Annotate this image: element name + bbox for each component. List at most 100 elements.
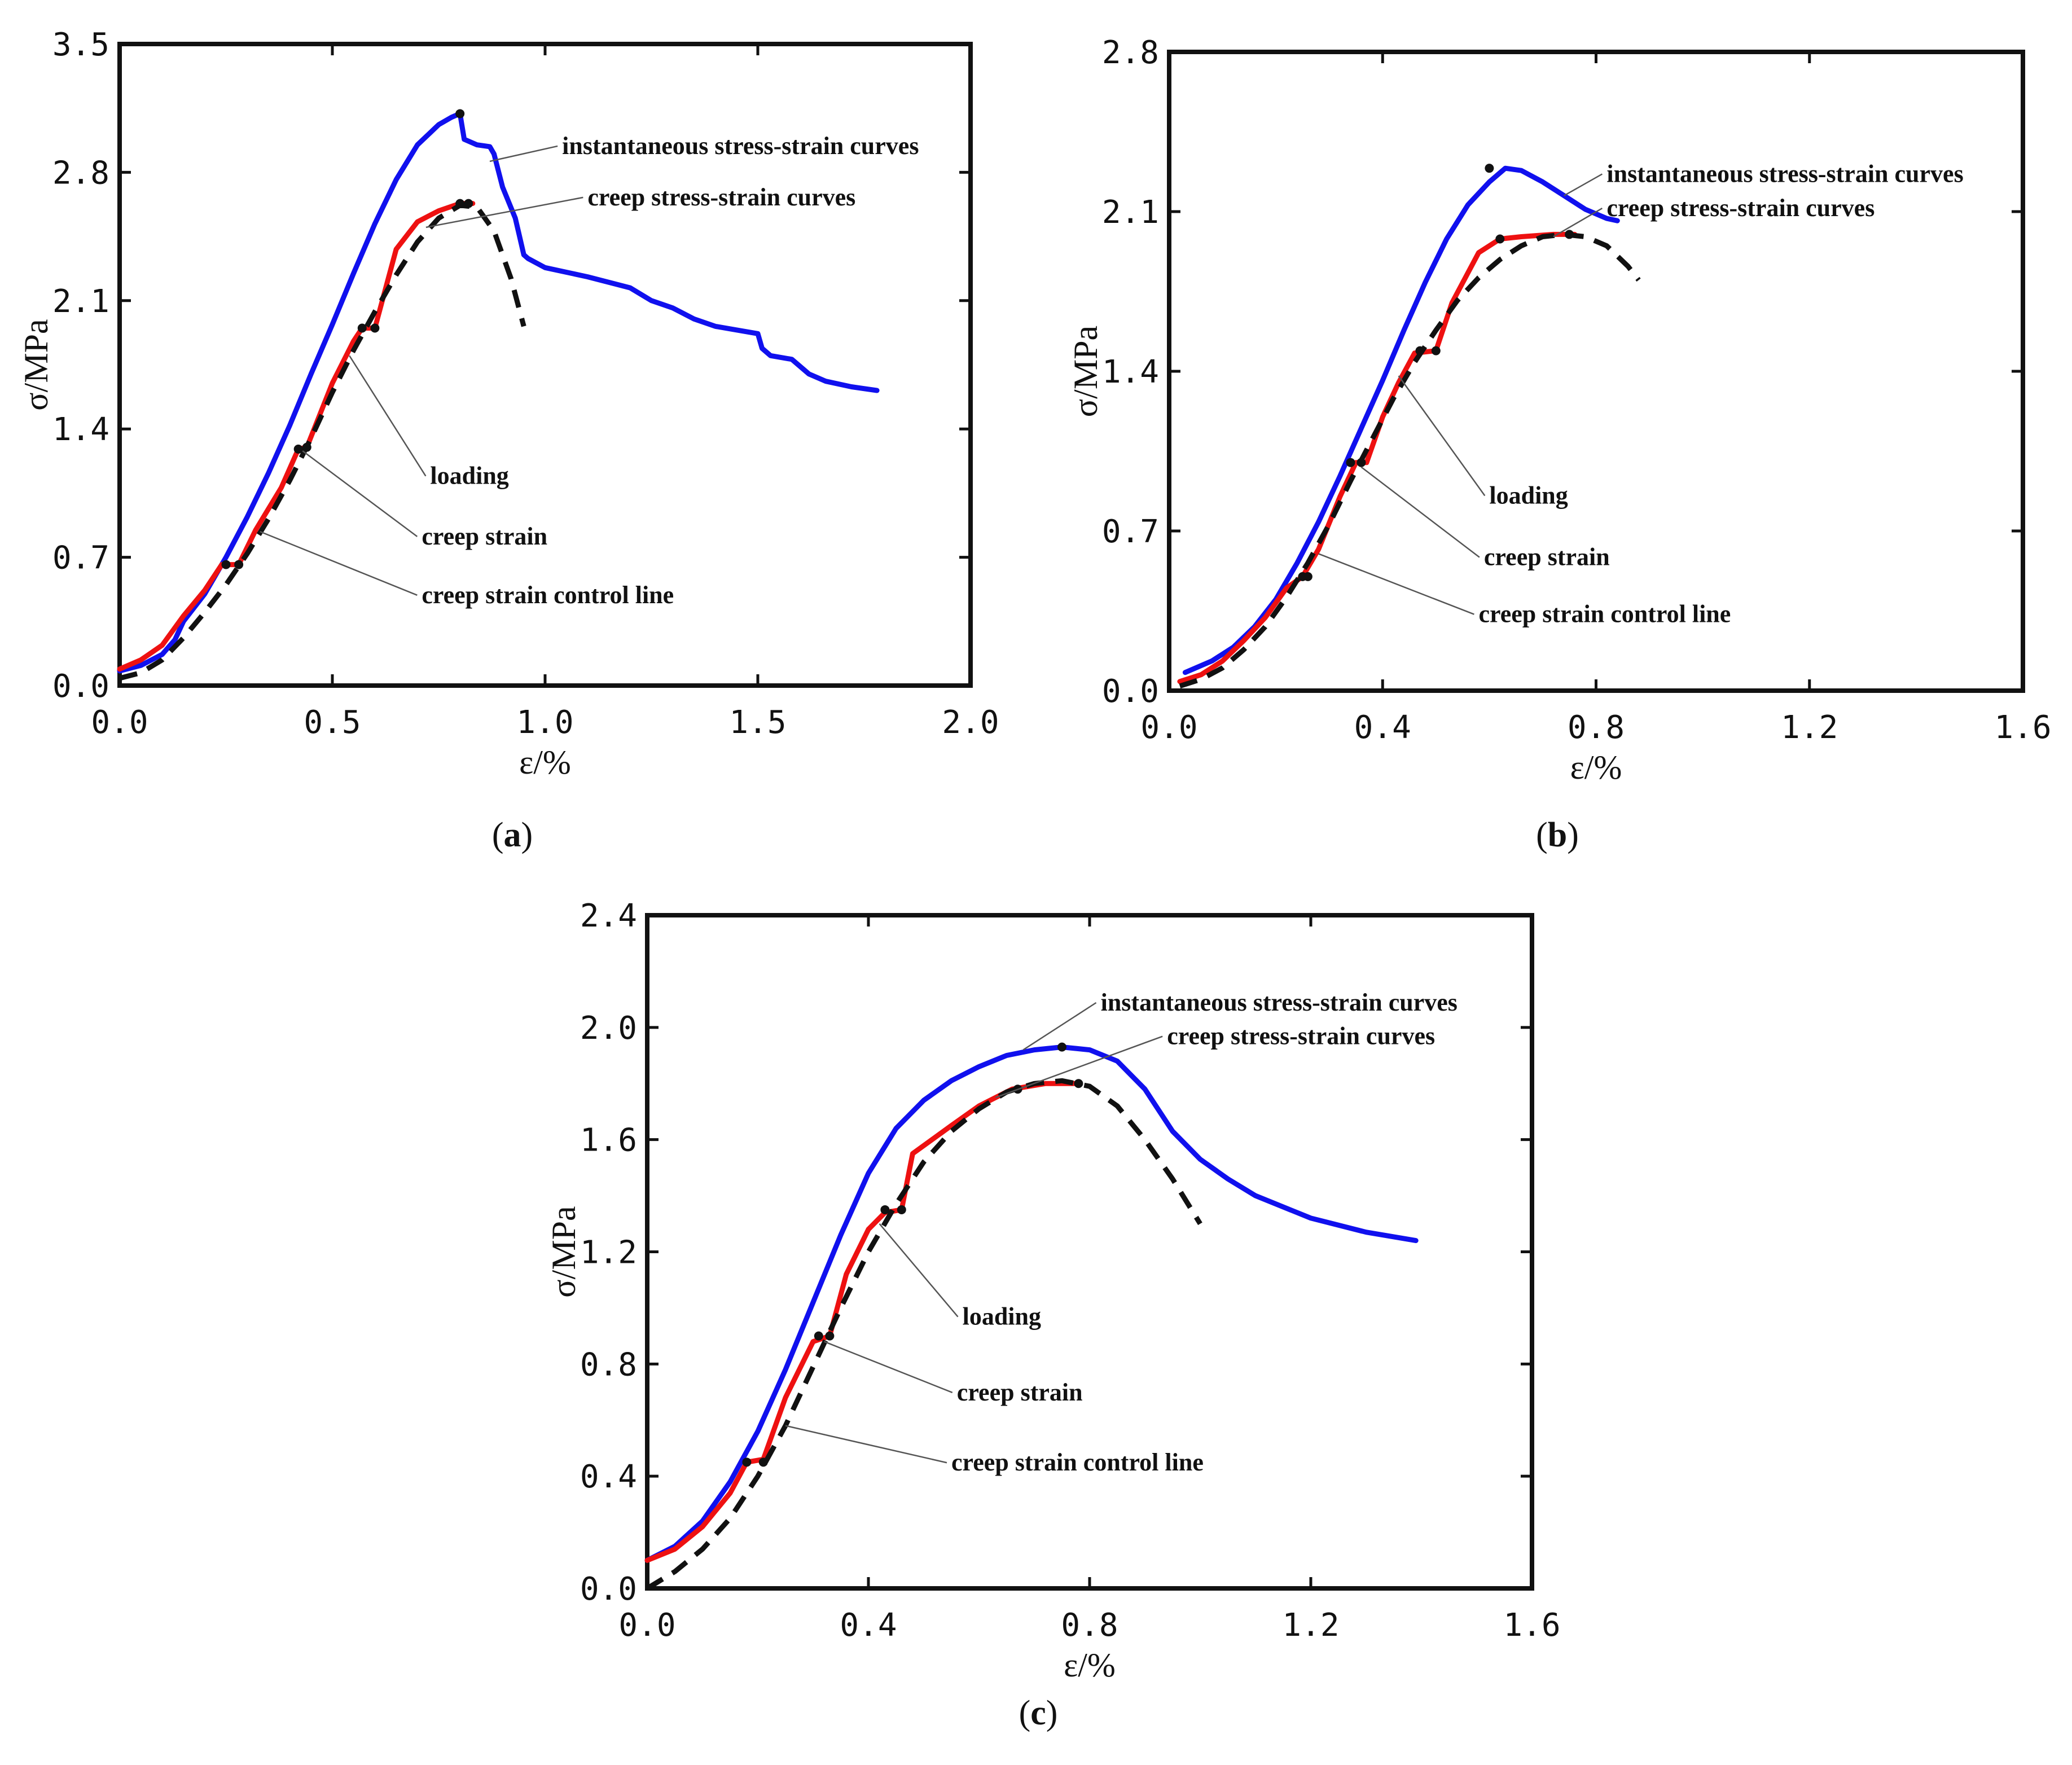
data-point-marker: [1565, 230, 1574, 239]
x-tick-label: 0.8: [1568, 709, 1625, 746]
annotation-label: loading: [1489, 481, 1568, 509]
annotation-leader-line: [1022, 1002, 1097, 1051]
annotation-label: creep strain: [1484, 543, 1610, 571]
panel-letter: c: [1030, 1694, 1046, 1732]
y-tick-label: 2.1: [1102, 194, 1159, 231]
y-tick-label: 2.4: [580, 898, 637, 934]
data-point-marker: [1495, 234, 1505, 244]
x-tick-label: 0.0: [618, 1607, 675, 1644]
x-tick-label: 1.0: [516, 704, 573, 741]
x-tick-label: 1.5: [729, 704, 786, 741]
series-line-creep-stress-strain-curves: [117, 201, 476, 672]
data-point-marker: [1415, 346, 1425, 355]
y-tick-label: 2.8: [52, 155, 109, 191]
panel-label: (a): [492, 816, 533, 854]
y-tick-label: 0.0: [580, 1571, 637, 1608]
panel-label: (b): [1536, 816, 1579, 854]
data-point-marker: [880, 1205, 890, 1214]
data-point-marker: [455, 109, 465, 118]
x-tick-label: 1.6: [1994, 709, 2051, 746]
data-point-marker: [1431, 346, 1441, 355]
annotation-leader-line: [1553, 208, 1603, 238]
annotation-label: loading: [963, 1303, 1041, 1331]
y-tick-label: 1.4: [1102, 354, 1159, 390]
y-axis-label: σ/MPa: [17, 319, 55, 410]
annotation-label: instantaneous stress-strain curves: [1101, 989, 1458, 1016]
data-point-marker: [1485, 164, 1494, 173]
annotation-label: creep strain control line: [1478, 600, 1731, 628]
data-point-marker: [221, 560, 231, 569]
annotation-label: creep strain: [957, 1378, 1083, 1406]
data-point-marker: [1057, 1042, 1066, 1052]
data-point-marker: [357, 323, 367, 333]
data-point-marker: [758, 1457, 768, 1467]
panel-letter: a: [504, 816, 521, 854]
annotation-leader-line: [995, 1035, 1163, 1099]
data-point-marker: [742, 1457, 752, 1467]
series-line-instantaneous-stress-strain-curves: [644, 1044, 1419, 1563]
x-tick-label: 1.2: [1282, 1607, 1339, 1644]
annotation-leader-line: [824, 1341, 953, 1394]
x-tick-label: 0.5: [304, 704, 361, 741]
y-tick-label: 2.8: [1102, 34, 1159, 71]
series-line-creep-stress-strain-curves: [1177, 231, 1578, 684]
annotation-label: instantaneous stress-strain curves: [562, 132, 919, 160]
plot-frame: [1167, 50, 2025, 693]
data-point-marker: [370, 323, 380, 333]
annotation-label: creep stress-strain curves: [1167, 1022, 1435, 1050]
y-tick-label: 0.4: [580, 1459, 637, 1495]
annotation-leader-line: [302, 450, 418, 537]
annotation-leader-line: [489, 145, 558, 163]
data-point-marker: [897, 1205, 906, 1214]
data-point-marker: [1074, 1079, 1083, 1088]
y-tick-label: 1.2: [580, 1235, 637, 1271]
chart-panel-a: 0.0 0.5 1.0 1.5 2.0 0.0 0.7 1.4 2.1 2.8 3.5 ε/% σ/MP…: [17, 27, 999, 854]
x-axis-label: ε/%: [519, 744, 571, 781]
annotation-leader-line: [785, 1425, 947, 1464]
data-point-marker: [455, 199, 465, 208]
y-tick-label: 0.8: [580, 1346, 637, 1383]
annotation-label: creep stress-strain curves: [1606, 194, 1875, 222]
x-tick-label: 0.4: [1354, 709, 1411, 746]
data-point-marker: [293, 444, 303, 454]
annotation-label: creep strain: [422, 523, 547, 550]
x-tick-label: 0.4: [840, 1607, 897, 1644]
chart-panel-c: 0.0 0.4 0.8 1.2 1.6 0.0 0.4 0.8 1.2 1.6 2.0 2.4 ε/% σ…: [545, 898, 1561, 1732]
chart-panel-b: 0.0 0.4 0.8 1.2 1.6 0.0 0.7 1.4 2.1 2.8 ε/% σ/MPa in…: [1067, 34, 2052, 854]
data-point-marker: [302, 442, 311, 452]
data-point-marker: [1346, 458, 1355, 467]
annotation-leader-line: [425, 196, 583, 229]
x-tick-label: 1.2: [1781, 709, 1838, 746]
data-point-marker: [825, 1331, 835, 1341]
annotation-leader-line: [1564, 173, 1603, 196]
x-tick-label: 2.0: [942, 704, 999, 741]
y-axis-label: σ/MPa: [545, 1206, 582, 1297]
y-tick-label: 2.0: [580, 1010, 637, 1047]
y-tick-label: 0.0: [1102, 673, 1159, 710]
y-tick-label: 1.4: [52, 411, 109, 448]
series-line-instantaneous-stress-strain-curves: [117, 111, 880, 674]
series-line-creep-strain-control-line: [646, 1078, 1202, 1591]
data-point-marker: [814, 1331, 823, 1341]
data-point-marker: [1303, 572, 1312, 581]
series-line-instantaneous-stress-strain-curves: [1182, 165, 1620, 675]
annotation-leader-line: [1360, 466, 1480, 558]
annotation-leader-line: [879, 1223, 959, 1318]
y-tick-label: 0.0: [52, 668, 109, 705]
data-point-marker: [1357, 458, 1366, 467]
annotation-label: instantaneous stress-strain curves: [1606, 160, 1963, 187]
y-axis-label: σ/MPa: [1067, 326, 1104, 417]
x-tick-label: 0.0: [1140, 709, 1197, 746]
y-tick-label: 2.1: [52, 283, 109, 320]
annotation-label: creep strain control line: [951, 1448, 1204, 1476]
x-axis-label: ε/%: [1064, 1647, 1116, 1684]
panel-label: (c): [1019, 1694, 1058, 1732]
y-tick-label: 0.7: [1102, 513, 1159, 550]
panel-letter: b: [1548, 816, 1567, 854]
annotation-label: creep stress-strain curves: [587, 183, 855, 211]
annotation-leader-line: [1398, 375, 1486, 497]
data-point-marker: [464, 199, 473, 208]
annotation-leader-line: [349, 355, 427, 477]
series-line-creep-strain-control-line: [118, 203, 526, 681]
